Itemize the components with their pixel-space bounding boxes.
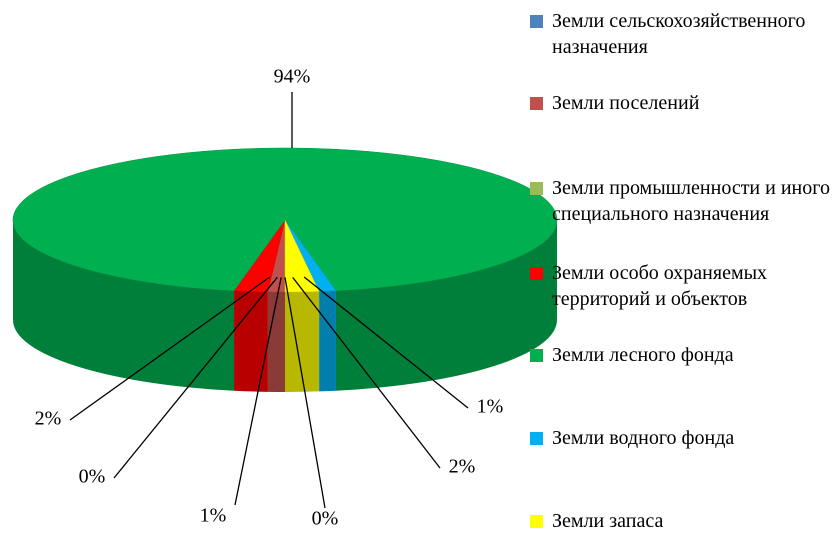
pie-wall [267, 291, 285, 392]
pie-wall [285, 291, 320, 392]
leader-line [113, 276, 278, 479]
data-label: 2% [35, 408, 62, 430]
legend-swatch [530, 267, 543, 280]
legend-item: Земли особо охраняемых территорий и объе… [530, 260, 830, 312]
data-label: 0% [79, 466, 106, 488]
pie-wall [234, 290, 268, 392]
pie-slice [12, 147, 558, 291]
legend-swatch [530, 182, 543, 195]
data-label: 1% [200, 505, 227, 527]
leader-line [303, 276, 469, 409]
data-label: 1% [477, 396, 504, 418]
legend-label: Земли водного фонда [552, 427, 735, 449]
legend-label: Земли особо охраняемых территорий и объе… [552, 262, 768, 310]
legend-label: Земли сельскохозяйственного назначения [552, 10, 806, 58]
legend-item: Земли водного фонда [530, 425, 830, 451]
legend-label: Земли промышленности и иного специальног… [552, 177, 830, 225]
legend: Земли сельскохозяйственного назначения Зе… [530, 0, 830, 534]
legend-label: Земли запаса [552, 510, 664, 532]
legend-item: Земли лесного фонда [530, 342, 830, 368]
legend-item: Земли запаса [530, 508, 830, 534]
pie-slice [284, 219, 320, 293]
pie-wall [319, 290, 336, 392]
leader-line [284, 277, 326, 509]
legend-swatch [530, 349, 543, 362]
pie-wall [13, 220, 235, 391]
pie-wall [335, 220, 557, 391]
legend-label: Земли лесного фонда [552, 344, 734, 366]
leader-line [69, 276, 271, 421]
legend-item: Земли промышленности и иного специальног… [530, 175, 830, 227]
data-label: 94% [274, 66, 311, 88]
legend-swatch [530, 432, 543, 445]
leader-line [234, 277, 282, 506]
legend-swatch [530, 15, 543, 28]
leader-line [292, 276, 441, 469]
legend-label: Земли поселений [552, 92, 700, 114]
data-label: 0% [312, 508, 339, 530]
legend-item: Земли сельскохозяйственного назначения [530, 8, 830, 60]
legend-item: Земли поселений [530, 90, 830, 116]
legend-swatch [530, 97, 543, 110]
legend-swatch [530, 515, 543, 528]
data-label: 2% [449, 456, 476, 478]
